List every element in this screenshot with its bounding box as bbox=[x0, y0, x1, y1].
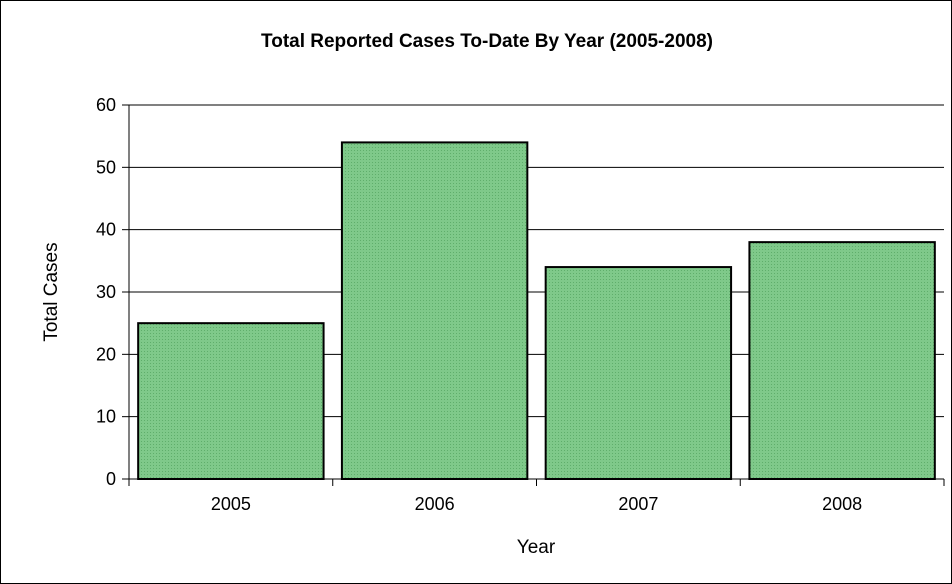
bar-2008 bbox=[748, 241, 936, 480]
x-tick-label: 2008 bbox=[822, 494, 862, 514]
x-tick-label: 2007 bbox=[618, 494, 658, 514]
x-tick-labels: 2005 2006 2007 2008 bbox=[211, 494, 862, 514]
bar-2006 bbox=[340, 141, 529, 480]
y-tick-label: 60 bbox=[96, 95, 116, 115]
bars bbox=[137, 141, 936, 481]
x-tick-label: 2005 bbox=[211, 494, 251, 514]
y-tick-label: 0 bbox=[106, 469, 116, 489]
chart-title: Total Reported Cases To-Date By Year (20… bbox=[261, 31, 713, 52]
y-axis-label: Total Cases bbox=[41, 242, 62, 341]
y-tick-labels: 0 10 20 30 40 50 60 bbox=[96, 95, 116, 489]
bar-2005 bbox=[137, 322, 325, 480]
y-tick-label: 40 bbox=[96, 220, 116, 240]
y-tick-label: 10 bbox=[96, 407, 116, 427]
bar-2007 bbox=[544, 266, 733, 481]
y-tick-label: 30 bbox=[96, 282, 116, 302]
x-axis-label: Year bbox=[517, 537, 556, 558]
y-tick-label: 20 bbox=[96, 344, 116, 364]
x-tick-label: 2006 bbox=[415, 494, 455, 514]
y-tick-label: 50 bbox=[96, 157, 116, 177]
axes bbox=[122, 104, 945, 486]
